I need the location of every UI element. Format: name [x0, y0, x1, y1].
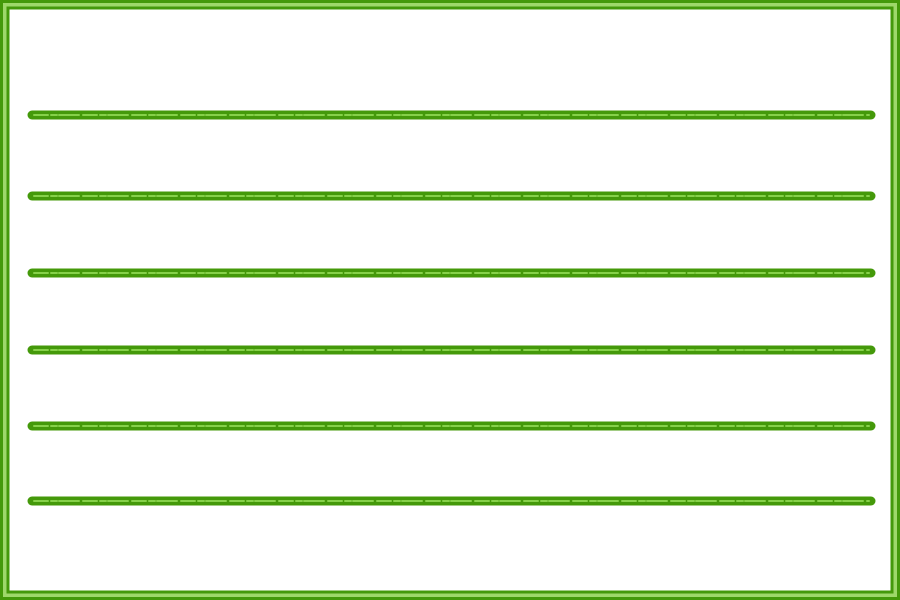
frame-inner-line	[6, 6, 894, 594]
rule-lines	[27, 110, 876, 506]
